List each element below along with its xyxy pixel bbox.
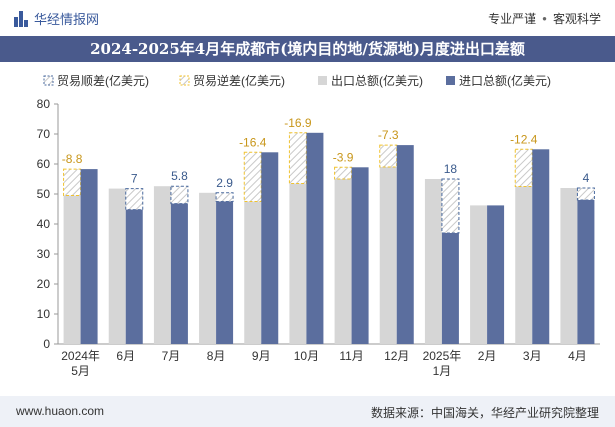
- footer: www.huaon.com 数据来源：中国海关，华经产业研究院整理: [0, 396, 615, 427]
- y-tick-label: 80: [37, 97, 51, 111]
- chart-title: 2024-2025年4月年成都市(境内目的地/货源地)月度进出口差额: [0, 36, 615, 62]
- legend-label-deficit: 贸易逆差(亿美元): [193, 73, 285, 88]
- balance-label: -7.3: [378, 128, 399, 142]
- x-tick-label: 8月: [207, 349, 226, 363]
- dot-icon: ●: [542, 14, 547, 23]
- surplus-bar: [215, 192, 234, 203]
- import-bar: [532, 149, 550, 344]
- export-bar: [244, 201, 262, 344]
- legend-label-import: 进口总额(亿美元): [459, 73, 551, 88]
- x-tick-label: 10月: [294, 349, 319, 363]
- chart-bars: [63, 132, 595, 344]
- deficit-bar: [63, 168, 82, 196]
- x-tick-label: 9月: [252, 349, 271, 363]
- export-bar: [379, 167, 397, 344]
- export-bar: [515, 186, 533, 344]
- x-tick-label: 12月: [384, 349, 409, 363]
- export-bar: [560, 188, 578, 344]
- brand-logo[interactable]: 华经情报网: [14, 9, 99, 28]
- x-tick-label: 11月: [339, 349, 363, 363]
- import-bar: [125, 209, 143, 344]
- deficit-bar: [379, 144, 398, 168]
- import-bar: [261, 152, 279, 344]
- export-bar: [153, 186, 171, 344]
- import-bar: [306, 132, 324, 344]
- import-bar: [351, 167, 369, 344]
- export-bar: [63, 195, 81, 344]
- x-tick-label: 6月: [116, 349, 135, 363]
- surplus-bar: [170, 185, 189, 205]
- deficit-bar: [334, 166, 353, 180]
- balance-label: -16.9: [284, 116, 312, 130]
- import-bar: [577, 200, 595, 344]
- top-bar: 华经情报网 专业严谨 ● 客观科学: [0, 0, 615, 36]
- legend-swatch-export: [318, 76, 327, 85]
- import-bar: [80, 169, 98, 344]
- y-tick-label: 60: [37, 157, 51, 171]
- footer-source: 数据来源：中国海关，华经产业研究院整理: [370, 406, 599, 420]
- balance-label: 4: [583, 171, 590, 185]
- export-bar: [108, 188, 126, 344]
- chart-data-labels: -8.8 7 5.8 2.9 -16.4 -16.9 -3.9 -7.3 18 -12.4 4: [62, 116, 590, 190]
- legend-label-export: 出口总额(亿美元): [331, 73, 423, 88]
- import-bar: [170, 203, 188, 344]
- legend-swatch-deficit: [179, 75, 190, 86]
- y-tick-label: 0: [43, 337, 50, 351]
- import-bar: [487, 205, 505, 344]
- chart-canvas: 贸易顺差(亿美元) 贸易逆差(亿美元) 出口总额(亿美元) 进口总额(亿美元) 0 10…: [37, 73, 600, 378]
- surplus-bar: [576, 187, 595, 201]
- export-bar: [199, 192, 217, 344]
- brand-name: 华经情报网: [34, 12, 100, 27]
- y-tick-label: 30: [37, 247, 51, 261]
- export-bar: [289, 183, 307, 344]
- import-bar: [216, 201, 234, 344]
- x-tick-label: 1月: [433, 364, 452, 378]
- import-bar: [396, 145, 414, 344]
- chart-axes: 0 10 20 30 40 50 60 70 80: [37, 97, 600, 351]
- balance-label: -16.4: [239, 135, 267, 149]
- x-tick-label: 4月: [568, 349, 587, 363]
- x-tick-label: 2025年: [423, 349, 462, 363]
- x-tick-label: 2024年: [61, 349, 100, 363]
- deficit-bar: [243, 151, 262, 203]
- balance-label: -8.8: [62, 152, 83, 166]
- balance-label: -3.9: [333, 150, 354, 164]
- export-bar: [424, 179, 442, 344]
- balance-label: 5.8: [171, 169, 188, 183]
- y-tick-label: 50: [37, 187, 51, 201]
- footer-website[interactable]: www.huaon.com: [16, 404, 105, 418]
- tagline-a: 专业严谨: [488, 12, 537, 26]
- deficit-bar: [288, 132, 307, 185]
- x-tick-label: 3月: [523, 349, 542, 363]
- balance-label: 2.9: [216, 176, 233, 190]
- surplus-bar: [441, 178, 460, 234]
- legend-swatch-import: [446, 76, 455, 85]
- export-bar: [470, 205, 488, 344]
- y-tick-label: 40: [37, 217, 51, 231]
- tagline: 专业严谨 ● 客观科学: [488, 10, 601, 27]
- x-tick-label: 2月: [478, 349, 497, 363]
- export-bar: [334, 179, 352, 344]
- import-bar: [441, 233, 459, 344]
- surplus-bar: [125, 188, 144, 211]
- balance-label: -12.4: [510, 132, 538, 146]
- deficit-bar: [514, 148, 533, 188]
- balance-label: 7: [131, 172, 138, 186]
- y-tick-label: 10: [37, 307, 51, 321]
- bar-chart-icon: [14, 10, 28, 27]
- y-tick-label: 20: [37, 277, 51, 291]
- legend-label-surplus: 贸易顺差(亿美元): [57, 73, 149, 88]
- chart-legend: 贸易顺差(亿美元) 贸易逆差(亿美元) 出口总额(亿美元) 进口总额(亿美元): [43, 73, 551, 88]
- tagline-b: 客观科学: [552, 12, 601, 26]
- y-tick-label: 70: [37, 127, 51, 141]
- x-tick-label: 7月: [162, 349, 181, 363]
- x-tick-label: 5月: [71, 364, 90, 378]
- balance-label: 18: [444, 162, 458, 176]
- legend-swatch-surplus: [43, 75, 54, 86]
